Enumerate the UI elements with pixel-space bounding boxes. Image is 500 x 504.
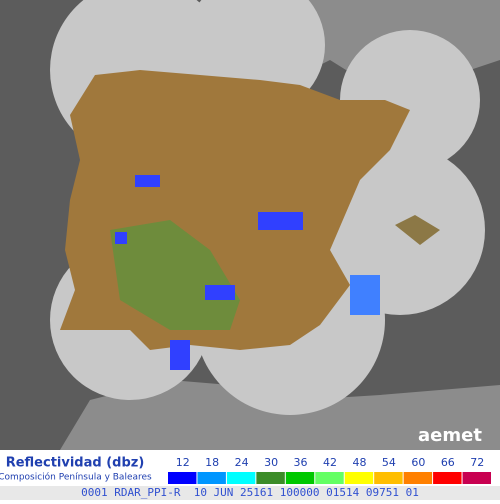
africa bbox=[60, 380, 500, 450]
legend-swatch bbox=[462, 472, 491, 484]
legend-swatch bbox=[256, 472, 285, 484]
legend-swatch bbox=[285, 472, 315, 484]
legend-swatch bbox=[433, 472, 462, 484]
legend-value: 30 bbox=[264, 456, 278, 469]
legend-value: 18 bbox=[205, 456, 219, 469]
legend-subtitle: Composición Península y Baleares bbox=[0, 472, 152, 483]
lowland-terrain bbox=[110, 220, 240, 330]
legend-value: 60 bbox=[411, 456, 425, 469]
legend-swatch bbox=[374, 472, 403, 484]
legend-swatch bbox=[197, 472, 226, 484]
legend-value: 24 bbox=[235, 456, 249, 469]
legend-value: 12 bbox=[176, 456, 190, 469]
legend-swatch bbox=[168, 472, 197, 484]
footer-bar bbox=[0, 486, 500, 500]
legend-swatch bbox=[226, 472, 256, 484]
legend-swatch bbox=[344, 472, 374, 484]
legend-value: 54 bbox=[382, 456, 396, 469]
legend-title: Reflectividad (dbz) bbox=[6, 456, 145, 471]
legend-swatch bbox=[403, 472, 433, 484]
legend-value: 42 bbox=[323, 456, 337, 469]
echoes bbox=[115, 175, 380, 370]
legend-value: 72 bbox=[470, 456, 484, 469]
baleares bbox=[395, 215, 440, 245]
legend-value: 48 bbox=[352, 456, 366, 469]
legend-swatch bbox=[315, 472, 344, 484]
logo: aemet bbox=[418, 425, 482, 446]
legend-value: 36 bbox=[294, 456, 308, 469]
legend-value: 66 bbox=[441, 456, 455, 469]
footer-text: 0001 RDAR_PPI-R 10 JUN 25161 100000 0151… bbox=[81, 486, 419, 499]
